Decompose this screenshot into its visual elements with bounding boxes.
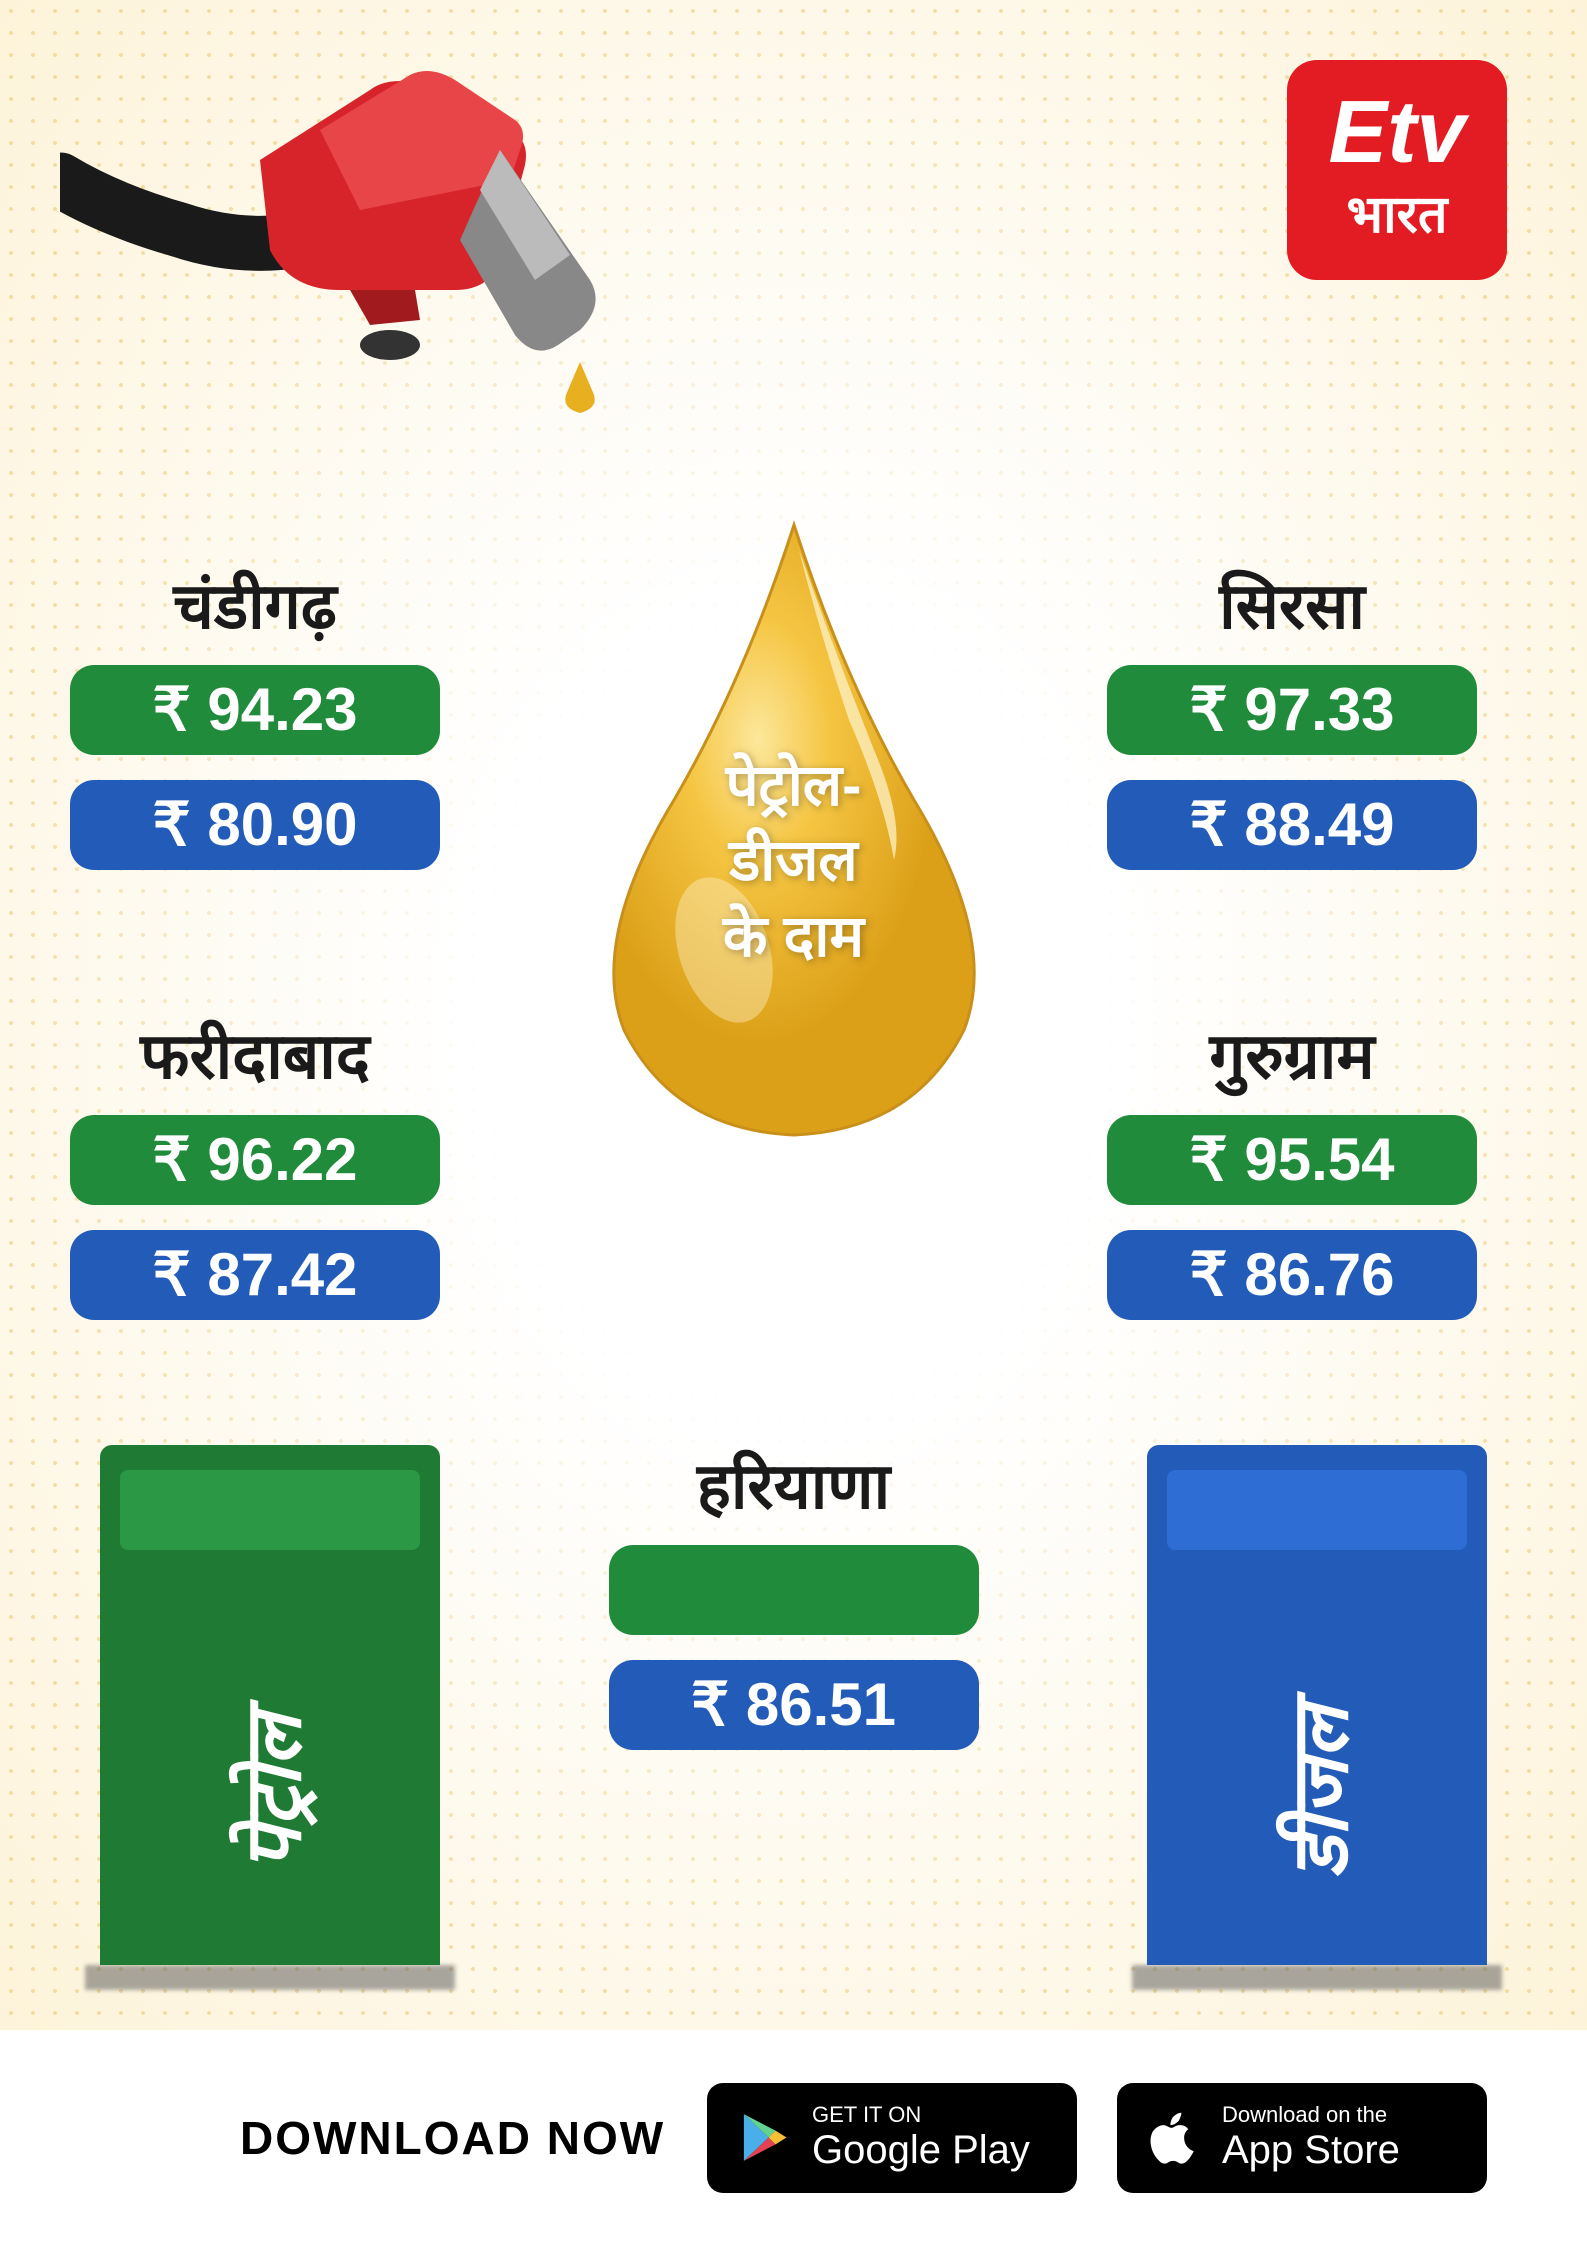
diesel-price: ₹ 86.51 [609,1660,979,1750]
app-store-small-text: Download on the [1222,2103,1400,2127]
city-faridabad: फरीदाबाद ₹ 96.22 ₹ 87.42 [70,1010,440,1345]
petrol-pump-icon: पेट्रोल [100,1430,440,1990]
city-sirsa: सिरसा ₹ 97.33 ₹ 88.49 [1107,560,1477,895]
diesel-pump-icon: डीजल [1147,1430,1487,1990]
petrol-price: ₹ 95.54 [1107,1115,1477,1205]
petrol-price: ₹ 97.33 [1107,665,1477,755]
city-name-label: सिरसा [1107,560,1477,647]
logo-text-bottom: भारत [1347,177,1448,248]
download-now-text: DOWNLOAD NOW [100,2111,667,2165]
diesel-price: ₹ 88.49 [1107,780,1477,870]
city-gurugram: गुरुग्राम ₹ 95.54 ₹ 86.76 [1107,1010,1477,1345]
app-store-large-text: App Store [1222,2128,1400,2172]
city-name-label: फरीदाबाद [70,1010,440,1097]
city-name-label: चंडीगढ़ [70,560,440,647]
etv-bharat-logo: Etv भारत [1287,60,1507,280]
main-infographic: Etv भारत [0,0,1587,2030]
small-oil-drop-icon [560,360,600,415]
petrol-price: ₹ 94.23 [70,665,440,755]
city-chandigarh: चंडीगढ़ ₹ 94.23 ₹ 80.90 [70,560,440,895]
city-haryana: हरियाणा ₹ 86.51 [609,1440,979,1775]
apple-icon [1147,2110,1202,2165]
diesel-pump-label: डीजल [1264,1706,1370,1879]
app-store-badge[interactable]: Download on the App Store [1117,2083,1487,2193]
google-play-badge[interactable]: GET IT ON Google Play [707,2083,1077,2193]
drop-title: पेट्रोल-डीजल के दाम [679,748,909,974]
diesel-price: ₹ 80.90 [70,780,440,870]
central-oil-drop: पेट्रोल-डीजल के दाम [564,520,1024,1140]
diesel-price: ₹ 86.76 [1107,1230,1477,1320]
logo-text-top: Etv [1329,92,1466,171]
footer-bar: DOWNLOAD NOW GET IT ON Google Play Downl… [0,2030,1587,2245]
google-play-icon [737,2110,792,2165]
petrol-pump-label: पेट्रोल [217,1714,323,1871]
drop-title-line2: के दाम [679,899,909,974]
city-name-label: गुरुग्राम [1107,1010,1477,1097]
diesel-price: ₹ 87.42 [70,1230,440,1320]
city-name-label: हरियाणा [609,1440,979,1527]
google-play-large-text: Google Play [812,2128,1030,2172]
drop-title-line1: पेट्रोल-डीजल [679,748,909,899]
petrol-price [609,1545,979,1635]
google-play-small-text: GET IT ON [812,2103,1030,2127]
petrol-price: ₹ 96.22 [70,1115,440,1205]
